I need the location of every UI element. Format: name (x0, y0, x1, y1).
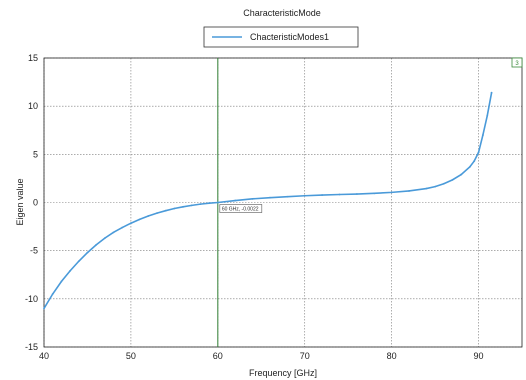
legend[interactable]: ChacteristicModes1 (203, 26, 359, 48)
series-point (490, 91, 493, 94)
chart-title: CharacteristicMode (243, 8, 321, 18)
plot-area[interactable] (43, 57, 523, 348)
series-point (190, 204, 193, 207)
y-tick-label: 0 (33, 198, 38, 208)
series-point (121, 226, 124, 229)
series-point (473, 160, 476, 162)
series-point (251, 197, 254, 200)
marker-readout-text: 60 GHz, -0.0022 (222, 207, 259, 213)
x-tick-label: 90 (474, 351, 484, 361)
y-tick-label: 10 (28, 101, 38, 111)
series-points (43, 91, 493, 310)
series-point (338, 193, 341, 196)
y-tick-label: 5 (33, 149, 38, 159)
series-point (468, 165, 471, 168)
grid (43, 57, 522, 348)
x-tick-label: 60 (213, 351, 223, 361)
series-point (269, 196, 271, 199)
x-axis-label: Frequency [GHz] (249, 368, 317, 378)
series-point (481, 134, 484, 136)
series-point (408, 190, 410, 192)
series-point (69, 269, 71, 272)
series-point (425, 187, 428, 190)
series-line-chacteristicmodes1[interactable] (43, 92, 493, 309)
legend-series-name: ChacteristicModes1 (250, 32, 329, 42)
series-point (103, 237, 106, 240)
corner-marker-label: 3 (515, 61, 519, 67)
series-point (434, 185, 436, 188)
series-point (95, 243, 98, 246)
series-point (130, 222, 132, 225)
series-point (477, 151, 480, 154)
series-point (216, 201, 219, 204)
series-point (373, 192, 376, 195)
series-point (321, 194, 324, 196)
series-point (182, 205, 184, 208)
marker-readout-box (219, 204, 263, 213)
series-point (208, 202, 211, 205)
x-tick-label: 80 (387, 351, 397, 361)
series-point (164, 209, 167, 212)
y-tick-label: -5 (30, 246, 38, 256)
x-tick-label: 70 (300, 351, 310, 361)
series-point (112, 231, 115, 234)
series-point (199, 203, 202, 206)
series-point (77, 260, 80, 263)
series-point (173, 207, 176, 210)
series-point (486, 114, 489, 117)
series-point (234, 199, 237, 202)
x-tick-label: 50 (126, 351, 136, 361)
series-point (355, 193, 358, 195)
series-point (138, 218, 141, 221)
series-point (51, 293, 54, 295)
y-axis-label: Eigen value (15, 178, 25, 225)
series-point (303, 194, 306, 197)
series-point (60, 280, 63, 283)
series-point (43, 307, 45, 310)
legend-box (203, 26, 359, 48)
y-tick-label: 15 (28, 53, 38, 63)
series-point (390, 191, 393, 194)
series-point (286, 195, 289, 198)
series-point (156, 212, 158, 214)
series-point (147, 215, 150, 217)
corner-marker-box[interactable] (511, 57, 523, 68)
x-tick-label: 40 (39, 351, 49, 361)
series-point (460, 173, 463, 176)
y-tick-label: -15 (25, 342, 38, 352)
series-point (442, 182, 445, 185)
y-tick-label: -10 (25, 294, 38, 304)
series-point (86, 251, 89, 254)
series-point (451, 178, 454, 181)
